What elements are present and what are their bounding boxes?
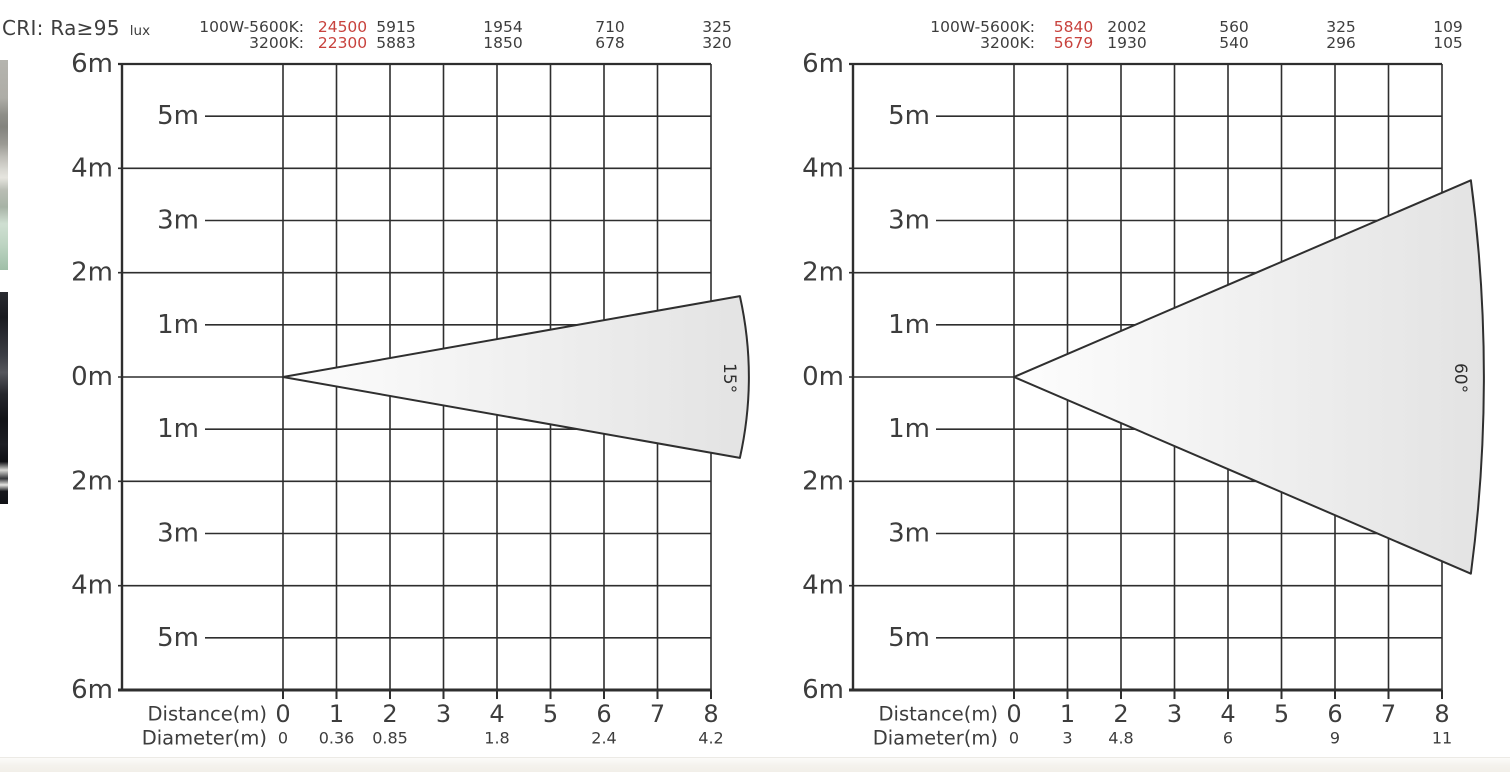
diameter-row-title: Diameter(m) [142, 727, 267, 750]
y-axis-label: 6m [802, 675, 844, 705]
lux-row-label: 3200K: [980, 34, 1035, 52]
x-tick-label: 1 [1060, 700, 1075, 728]
lux-unit-label: lux [129, 23, 151, 39]
diameter-value: 2.4 [591, 729, 616, 748]
lux-value: 5915 [376, 18, 415, 36]
lux-value: 325 [702, 18, 732, 36]
y-axis-label: 2m [802, 258, 844, 288]
photo-strip-top [0, 60, 8, 270]
cri-value: CRI: Ra≥95 [2, 16, 120, 40]
diameter-value: 6 [1223, 729, 1233, 748]
diameter-value: 4.8 [1108, 729, 1133, 748]
y-axis-label: 5m [888, 623, 930, 653]
diameter-value: 0.36 [319, 729, 355, 748]
y-axis-label: 0m [71, 362, 113, 392]
diameter-row-title: Diameter(m) [873, 727, 998, 750]
lux-row-label: 3200K: [249, 34, 304, 52]
x-tick-label: 8 [703, 700, 718, 728]
x-tick-label: 6 [1327, 700, 1342, 728]
beam-angle-label: 60° [1450, 363, 1470, 393]
y-axis-label: 5m [157, 101, 199, 131]
y-axis-label: 5m [157, 623, 199, 653]
x-tick-label: 3 [1167, 700, 1182, 728]
x-axis-title: Distance(m) [148, 703, 267, 726]
lux-value: 22300 [318, 34, 367, 52]
lux-value: 1954 [483, 18, 522, 36]
y-axis-label: 6m [71, 49, 113, 79]
lux-value: 325 [1326, 18, 1356, 36]
diameter-value: 11 [1432, 729, 1452, 748]
lux-value: 5840 [1054, 18, 1093, 36]
y-axis-label: 1m [157, 310, 199, 340]
diameter-value: 3 [1062, 729, 1072, 748]
cri-caption: CRI: Ra≥95 lux [2, 16, 150, 40]
beam-cone [282, 295, 750, 459]
diameter-value: 9 [1330, 729, 1340, 748]
diameter-value: 0 [1009, 729, 1019, 748]
lux-value: 109 [1433, 18, 1463, 36]
x-tick-label: 1 [329, 700, 344, 728]
diameter-value: 4.2 [698, 729, 723, 748]
x-tick-label: 2 [1113, 700, 1128, 728]
lux-value: 5679 [1054, 34, 1093, 52]
diameter-value: 0.85 [372, 729, 408, 748]
x-tick-label: 0 [1006, 700, 1021, 728]
y-axis-label: 4m [71, 153, 113, 183]
y-axis-label: 1m [888, 414, 930, 444]
x-tick-label: 6 [596, 700, 611, 728]
beam-cone [1013, 179, 1485, 575]
diameter-value: 0 [278, 729, 288, 748]
x-tick-label: 5 [543, 700, 558, 728]
x-axis-title: Distance(m) [879, 703, 998, 726]
lux-value: 678 [595, 34, 625, 52]
lux-value: 296 [1326, 34, 1356, 52]
beam-angle-label: 15° [719, 363, 739, 393]
y-axis-label: 4m [71, 571, 113, 601]
y-axis-label: 6m [802, 49, 844, 79]
y-axis-label: 1m [157, 414, 199, 444]
y-axis-label: 3m [157, 205, 199, 235]
y-axis-label: 3m [888, 205, 930, 235]
y-axis-label: 2m [802, 466, 844, 496]
x-tick-label: 4 [1220, 700, 1235, 728]
y-axis-label: 4m [802, 153, 844, 183]
lux-value: 560 [1219, 18, 1249, 36]
y-axis-label: 1m [888, 310, 930, 340]
beam-chart-60°: 6m 5m 4m 3m 2m 1m 0m 1m 2m 3m 4m 5m 6m 60° 100W-5600K:… [802, 18, 1485, 750]
next-section-edge [0, 757, 1510, 772]
x-tick-label: 2 [382, 700, 397, 728]
x-tick-label: 4 [489, 700, 504, 728]
diameter-value: 1.8 [484, 729, 509, 748]
y-axis-label: 5m [888, 101, 930, 131]
y-axis-label: 4m [802, 571, 844, 601]
lux-row-label: 100W-5600K: [930, 18, 1035, 36]
y-axis-label: 0m [802, 362, 844, 392]
lux-value: 320 [702, 34, 732, 52]
lux-row-label: 100W-5600K: [199, 18, 304, 36]
lux-value: 540 [1219, 34, 1249, 52]
x-tick-label: 0 [275, 700, 290, 728]
lux-value: 1850 [483, 34, 522, 52]
y-axis-label: 6m [71, 675, 113, 705]
y-axis-label: 3m [888, 519, 930, 549]
beam-chart-15°: 6m 5m 4m 3m 2m 1m 0m 1m 2m 3m 4m 5m 6m 15° 100W-5600K:… [71, 18, 750, 750]
x-tick-label: 8 [1434, 700, 1449, 728]
lux-value: 2002 [1107, 18, 1146, 36]
x-tick-label: 5 [1274, 700, 1289, 728]
lux-value: 1930 [1107, 34, 1146, 52]
x-tick-label: 3 [436, 700, 451, 728]
lux-value: 105 [1433, 34, 1463, 52]
lux-value: 5883 [376, 34, 415, 52]
lux-value: 710 [595, 18, 625, 36]
x-tick-label: 7 [1381, 700, 1396, 728]
y-axis-label: 2m [71, 466, 113, 496]
y-axis-label: 3m [157, 519, 199, 549]
photo-strip-bottom [0, 292, 8, 504]
lux-value: 24500 [318, 18, 367, 36]
x-tick-label: 7 [650, 700, 665, 728]
y-axis-label: 2m [71, 258, 113, 288]
